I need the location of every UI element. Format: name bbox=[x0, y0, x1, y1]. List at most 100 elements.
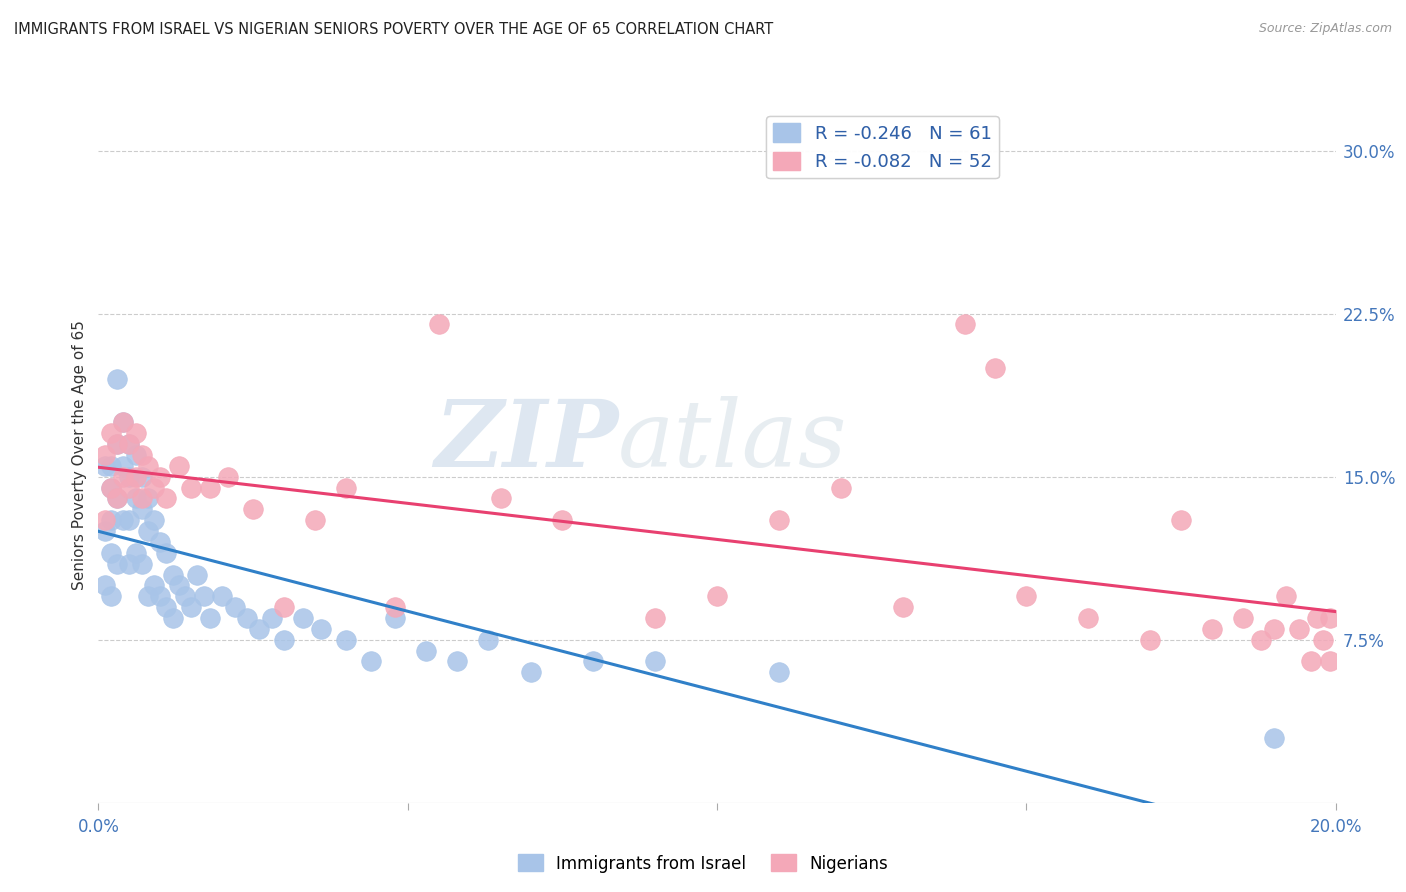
Point bbox=[446, 655, 468, 669]
Point bbox=[124, 469, 146, 483]
Point bbox=[143, 513, 166, 527]
Point bbox=[891, 600, 914, 615]
Point bbox=[93, 578, 115, 592]
Text: ZIP: ZIP bbox=[434, 396, 619, 486]
Point bbox=[1139, 632, 1161, 647]
Point bbox=[105, 491, 128, 506]
Point bbox=[167, 458, 190, 473]
Point bbox=[100, 513, 122, 527]
Point bbox=[1319, 611, 1341, 625]
Point bbox=[105, 372, 128, 386]
Point bbox=[211, 589, 233, 603]
Point bbox=[1077, 611, 1099, 625]
Point bbox=[415, 643, 437, 657]
Point bbox=[149, 469, 172, 483]
Point bbox=[131, 557, 153, 571]
Point bbox=[236, 611, 259, 625]
Point bbox=[335, 632, 357, 647]
Point bbox=[93, 524, 115, 538]
Point bbox=[247, 622, 270, 636]
Point bbox=[984, 360, 1007, 375]
Point bbox=[1170, 513, 1192, 527]
Point bbox=[193, 589, 215, 603]
Point bbox=[1263, 622, 1285, 636]
Point bbox=[180, 600, 202, 615]
Point bbox=[100, 481, 122, 495]
Text: atlas: atlas bbox=[619, 396, 848, 486]
Point bbox=[143, 578, 166, 592]
Point bbox=[155, 546, 177, 560]
Point bbox=[260, 611, 283, 625]
Point bbox=[149, 589, 172, 603]
Point bbox=[242, 502, 264, 516]
Point bbox=[1306, 611, 1329, 625]
Point bbox=[384, 611, 406, 625]
Point bbox=[162, 611, 184, 625]
Point bbox=[224, 600, 246, 615]
Point bbox=[217, 469, 239, 483]
Point bbox=[118, 513, 141, 527]
Point bbox=[1232, 611, 1254, 625]
Point bbox=[1312, 632, 1334, 647]
Point bbox=[1299, 655, 1322, 669]
Point bbox=[1319, 655, 1341, 669]
Y-axis label: Seniors Poverty Over the Age of 65: Seniors Poverty Over the Age of 65 bbox=[72, 320, 87, 590]
Point bbox=[136, 524, 159, 538]
Point bbox=[273, 600, 295, 615]
Point bbox=[198, 481, 221, 495]
Point bbox=[1288, 622, 1310, 636]
Point bbox=[304, 513, 326, 527]
Point bbox=[644, 611, 666, 625]
Point bbox=[149, 535, 172, 549]
Point bbox=[489, 491, 512, 506]
Point bbox=[118, 557, 141, 571]
Point bbox=[105, 437, 128, 451]
Point bbox=[100, 589, 122, 603]
Point bbox=[112, 513, 135, 527]
Point bbox=[112, 469, 135, 483]
Point bbox=[124, 491, 146, 506]
Point bbox=[551, 513, 574, 527]
Point bbox=[1201, 622, 1223, 636]
Point bbox=[118, 469, 141, 483]
Point bbox=[124, 448, 146, 462]
Text: Source: ZipAtlas.com: Source: ZipAtlas.com bbox=[1258, 22, 1392, 36]
Point bbox=[162, 567, 184, 582]
Point bbox=[136, 589, 159, 603]
Point bbox=[124, 546, 146, 560]
Point bbox=[105, 557, 128, 571]
Point bbox=[186, 567, 208, 582]
Legend: R = -0.246   N = 61, R = -0.082   N = 52: R = -0.246 N = 61, R = -0.082 N = 52 bbox=[766, 116, 998, 178]
Point bbox=[384, 600, 406, 615]
Point bbox=[180, 481, 202, 495]
Point bbox=[112, 415, 135, 429]
Point bbox=[131, 448, 153, 462]
Point bbox=[131, 469, 153, 483]
Point bbox=[1015, 589, 1038, 603]
Point bbox=[582, 655, 605, 669]
Point bbox=[174, 589, 197, 603]
Point bbox=[273, 632, 295, 647]
Point bbox=[100, 546, 122, 560]
Point bbox=[100, 481, 122, 495]
Point bbox=[105, 437, 128, 451]
Point bbox=[136, 458, 159, 473]
Point bbox=[830, 481, 852, 495]
Point bbox=[1275, 589, 1298, 603]
Point bbox=[768, 665, 790, 680]
Point bbox=[427, 318, 450, 332]
Text: IMMIGRANTS FROM ISRAEL VS NIGERIAN SENIORS POVERTY OVER THE AGE OF 65 CORRELATIO: IMMIGRANTS FROM ISRAEL VS NIGERIAN SENIO… bbox=[14, 22, 773, 37]
Point bbox=[131, 491, 153, 506]
Point bbox=[706, 589, 728, 603]
Point bbox=[100, 426, 122, 441]
Point bbox=[93, 513, 115, 527]
Point bbox=[360, 655, 382, 669]
Point bbox=[118, 437, 141, 451]
Point bbox=[112, 415, 135, 429]
Point bbox=[309, 622, 332, 636]
Point bbox=[1250, 632, 1272, 647]
Point bbox=[335, 481, 357, 495]
Point bbox=[520, 665, 543, 680]
Point bbox=[167, 578, 190, 592]
Point bbox=[155, 600, 177, 615]
